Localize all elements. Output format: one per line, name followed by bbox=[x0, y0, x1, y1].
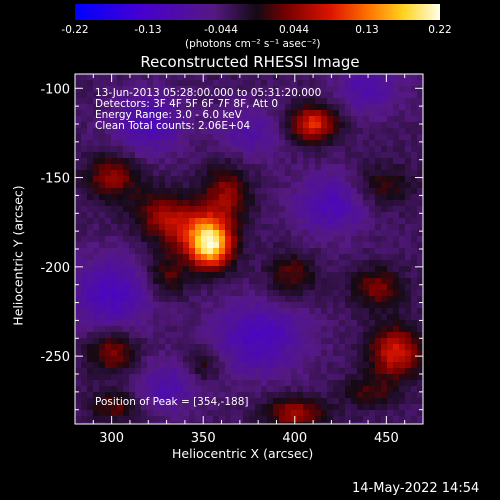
x-tick-label: 350 bbox=[191, 431, 216, 446]
y-tick-label: -250 bbox=[40, 350, 70, 365]
plot-timestamp: 14-May-2022 14:54 bbox=[352, 481, 480, 496]
heatmap-image bbox=[75, 74, 423, 424]
y-axis-label: Heliocentric Y (arcsec) bbox=[10, 185, 26, 326]
x-axis-label: Heliocentric X (arcsec) bbox=[172, 446, 314, 461]
colorbar-gradient bbox=[75, 4, 440, 20]
colorbar-tick-label: -0.13 bbox=[134, 24, 162, 36]
annotation-time-range: 13-Jun-2013 05:28:00.000 to 05:31:20.000 bbox=[95, 87, 322, 99]
annotation-detectors: Detectors: 3F 4F 5F 6F 7F 8F, Att 0 bbox=[95, 98, 279, 110]
annotation-clean-counts: Clean Total counts: 2.06E+04 bbox=[95, 120, 251, 132]
colorbar-tick-label: 0.044 bbox=[278, 24, 310, 36]
colorbar-units: (photons cm⁻² s⁻¹ asec⁻²) bbox=[185, 38, 321, 50]
y-tick-label: -200 bbox=[40, 261, 70, 276]
colorbar-tick-label: -0.044 bbox=[204, 24, 238, 36]
annotation-peak-position: Position of Peak = [354,-188] bbox=[95, 396, 249, 408]
y-tick-label: -150 bbox=[40, 172, 70, 187]
y-tick-label: -100 bbox=[40, 82, 70, 97]
chart-title: Reconstructed RHESSI Image bbox=[140, 53, 360, 71]
colorbar-tick-label: 0.22 bbox=[428, 24, 452, 36]
x-tick-label: 400 bbox=[282, 431, 307, 446]
colorbar-tick-label: -0.22 bbox=[61, 24, 89, 36]
x-tick-label: 450 bbox=[374, 431, 399, 446]
x-tick-label: 300 bbox=[99, 431, 124, 446]
annotation-energy-range: Energy Range: 3.0 - 6.0 keV bbox=[95, 109, 242, 121]
colorbar-tick-label: 0.13 bbox=[355, 24, 379, 36]
